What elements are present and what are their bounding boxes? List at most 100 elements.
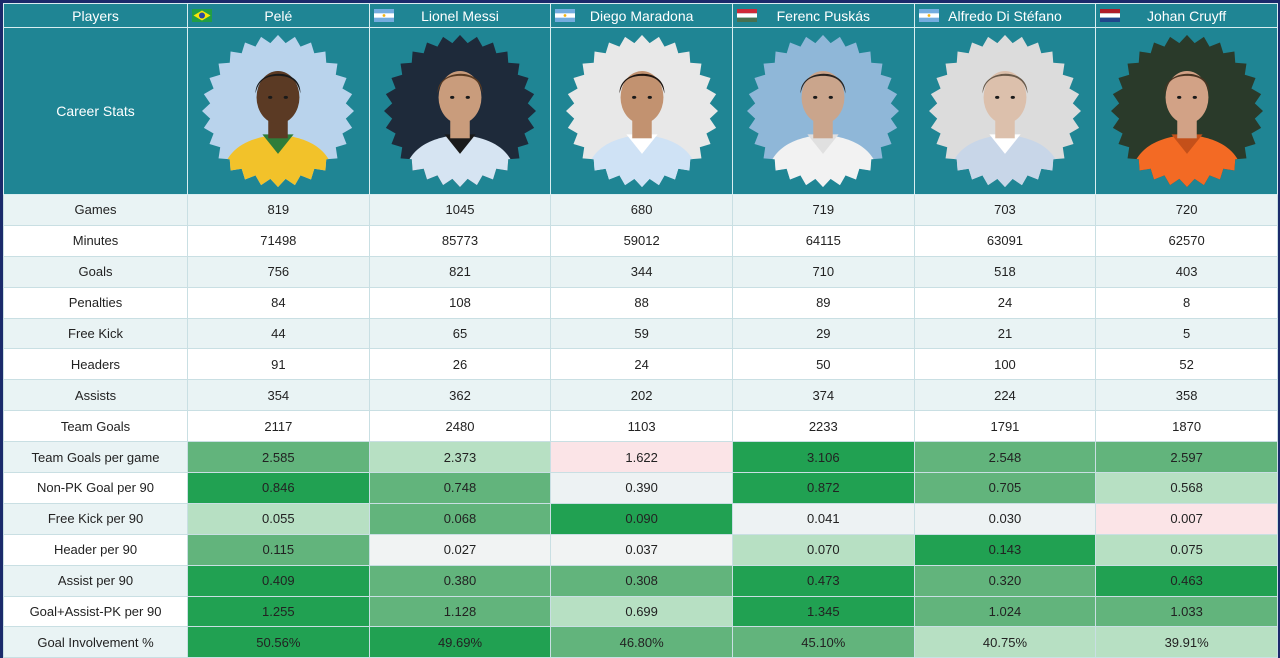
stat-value-cell: 403 [1095,255,1278,288]
player-portrait [747,34,900,188]
player-photo-cell [368,27,552,195]
player-portrait [928,34,1082,188]
stat-value-cell: 2.373 [368,441,552,474]
stat-label: Goal Involvement % [3,626,188,658]
stat-value-cell: 719 [731,194,915,226]
stat-value-cell: 362 [368,379,552,412]
stat-value-cell: 1045 [368,194,552,226]
table-row: Team Goals per game 2.585 2.373 1.622 3.106 2… [3,441,1278,474]
stat-value-cell: 0.068 [368,502,552,535]
stat-value-cell: 85773 [368,224,552,257]
stat-value-cell: 0.320 [913,564,1097,597]
stat-value-cell: 89 [731,286,915,319]
stat-value-cell: 21 [913,317,1097,350]
stat-value-cell: 52 [1095,348,1278,381]
stat-value-cell: 819 [187,194,370,226]
player-name-header: Alfredo Di Stéfano [913,3,1097,28]
player-name: Ferenc Puskás [776,7,870,24]
stat-value-cell: 0.699 [550,595,733,628]
stat-label: Goal+Assist-PK per 90 [3,595,188,628]
player-portrait [202,34,355,188]
stat-label: Assists [3,379,188,412]
stat-label: Minutes [3,224,188,257]
stat-value-cell: 1103 [550,410,733,443]
stat-value-cell: 62570 [1095,224,1278,257]
stat-label: Games [3,194,188,226]
stat-label: Free Kick [3,317,188,350]
stat-label: Free Kick per 90 [3,502,188,535]
stats-body: Games 819 1045 680 719 703 720 Minutes 71498 8577… [3,194,1278,658]
stat-value-cell: 3.106 [731,441,915,474]
player-photo-cell [187,27,370,195]
stat-label: Header per 90 [3,533,188,566]
player-name: Pelé [264,7,293,24]
stat-value-cell: 202 [550,379,733,412]
stat-value-cell: 703 [913,194,1097,226]
stat-value-cell: 0.090 [550,502,733,535]
stat-value-cell: 344 [550,255,733,288]
stat-value-cell: 45.10% [731,626,915,658]
stat-value-cell: 24 [913,286,1097,319]
player-portrait [1110,34,1263,188]
brazil-flag-icon [192,9,212,22]
stat-value-cell: 0.390 [550,472,733,504]
stat-value-cell: 49.69% [368,626,552,658]
table-row: Penalties 84 108 88 89 24 8 [3,286,1278,319]
stat-value-cell: 50.56% [187,626,370,658]
stat-value-cell: 40.75% [913,626,1097,658]
stat-value-cell: 0.007 [1095,502,1278,535]
stat-value-cell: 1.024 [913,595,1097,628]
stat-value-cell: 0.027 [368,533,552,566]
player-photo-row: Career Stats [3,27,1278,195]
hungary-flag-icon [736,9,757,22]
stat-value-cell: 0.037 [550,533,733,566]
table-row: Goal Involvement % 50.56% 49.69% 46.80% 45.1… [3,626,1278,658]
stat-value-cell: 1870 [1095,410,1278,443]
stat-value-cell: 0.030 [913,502,1097,535]
table-row: Non-PK Goal per 90 0.846 0.748 0.390 0.872 0.… [3,472,1278,504]
stat-value-cell: 1.345 [731,595,915,628]
stat-value-cell: 518 [913,255,1097,288]
stat-value-cell: 59 [550,317,733,350]
stat-value-cell: 24 [550,348,733,381]
player-name-header: Johan Cruyff [1095,3,1278,28]
stat-value-cell: 65 [368,317,552,350]
stat-label: Team Goals per game [3,441,188,474]
player-header-row: Players Pelé Lionel Messi Diego Maradona Fe… [3,3,1278,28]
stat-value-cell: 44 [187,317,370,350]
stat-label: Headers [3,348,188,381]
stat-value-cell: 5 [1095,317,1278,350]
table-row: Minutes 71498 85773 59012 64115 63091 62570 [3,224,1278,257]
stat-value-cell: 0.473 [731,564,915,597]
table-row: Assists 354 362 202 374 224 358 [3,379,1278,412]
stat-value-cell: 0.748 [368,472,552,504]
stat-value-cell: 2.585 [187,441,370,474]
argentina-flag-icon [918,9,939,22]
table-row: Header per 90 0.115 0.027 0.037 0.070 0.143 0.… [3,533,1278,566]
stat-value-cell: 0.308 [550,564,733,597]
player-name-header: Lionel Messi [368,3,552,28]
stat-value-cell: 0.143 [913,533,1097,566]
stat-value-cell: 59012 [550,224,733,257]
stat-value-cell: 0.070 [731,533,915,566]
table-row: Team Goals 2117 2480 1103 2233 1791 1870 [3,410,1278,443]
stat-value-cell: 2480 [368,410,552,443]
player-photo-cell [731,27,915,195]
player-name: Johan Cruyff [1147,7,1227,24]
stat-value-cell: 680 [550,194,733,226]
table-row: Free Kick 44 65 59 29 21 5 [3,317,1278,350]
stat-value-cell: 0.568 [1095,472,1278,504]
stat-value-cell: 2233 [731,410,915,443]
player-name-header: Pelé [187,3,370,28]
table-row: Games 819 1045 680 719 703 720 [3,194,1278,226]
stat-value-cell: 100 [913,348,1097,381]
player-photo-cell [550,27,733,195]
stat-value-cell: 1.033 [1095,595,1278,628]
stat-value-cell: 224 [913,379,1097,412]
player-name: Diego Maradona [589,7,694,24]
player-name-header: Diego Maradona [550,3,733,28]
table-row: Goals 756 821 344 710 518 403 [3,255,1278,288]
stat-value-cell: 0.075 [1095,533,1278,566]
stat-value-cell: 91 [187,348,370,381]
stat-value-cell: 354 [187,379,370,412]
